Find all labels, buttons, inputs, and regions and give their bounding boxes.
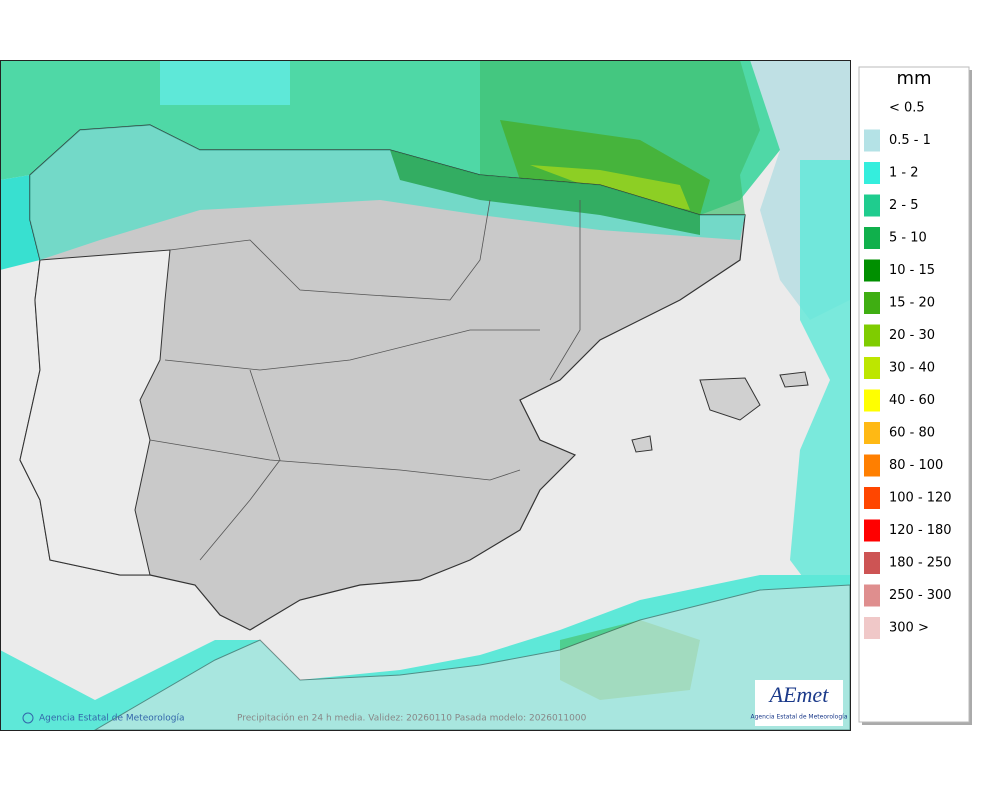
legend-label: 180 - 250 [889,556,952,571]
region-borders [149,199,581,561]
precip-area [390,150,700,235]
portugal-land [19,249,171,576]
legend-label: 40 - 60 [889,393,935,408]
legend-label: 30 - 40 [889,361,935,376]
legend-label: 250 - 300 [889,588,952,603]
legend-swatch [864,259,880,282]
precip-area [790,160,850,620]
legend-label: 120 - 180 [889,523,952,538]
precip-area [160,60,290,105]
legend-label: 60 - 80 [889,426,935,441]
legend-label: 2 - 5 [889,198,919,213]
logo-subtitle: Agencia Estatal de Meteorología [751,714,848,721]
map [0,60,850,730]
copyright-icon [22,712,34,724]
legend-label: < 0.5 [889,101,925,116]
legend-swatch [864,617,880,639]
legend-swatch [864,584,880,607]
legend-label: 300 > [889,621,929,636]
legend-items: < 0.5 0.5 - 1 1 - 2 2 - 5 5 - 10 10 - 15 15 - … [864,101,952,639]
legend-label: 1 - 2 [889,166,919,181]
legend-swatch [864,519,880,542]
logo-box [755,680,843,726]
legend-swatch [864,324,880,347]
menorca [779,371,809,388]
legend-swatch [864,552,880,574]
africa-land [94,584,850,730]
legend-swatch [864,227,880,249]
precip-area [30,125,745,260]
logo-text: AEmet [768,682,830,707]
legend-swatch [864,292,880,314]
legend-label: 10 - 15 [889,263,935,278]
credit: Agencia Estatal de Meteorología [39,714,185,724]
map-frame [0,60,851,731]
legend-label: 5 - 10 [889,231,927,246]
baleares [699,377,761,421]
legend-swatch [864,129,880,152]
legend-swatch [864,487,880,509]
caption: Precipitación en 24 h media. Validez: 20… [237,713,587,724]
legend-label: 0.5 - 1 [889,133,931,148]
legend-swatch [864,357,880,379]
legend-label: 15 - 20 [889,296,935,311]
legend-label: 80 - 100 [889,458,943,473]
legend-label: 20 - 30 [889,328,935,343]
ibiza [631,435,653,453]
legend-swatch [864,162,880,184]
legend-swatch [864,389,880,412]
legend-title: mm [896,68,931,89]
legend-swatch [864,454,880,477]
legend-swatch [864,194,880,217]
legend-label: 100 - 120 [889,491,952,506]
legend-swatch [864,422,880,444]
